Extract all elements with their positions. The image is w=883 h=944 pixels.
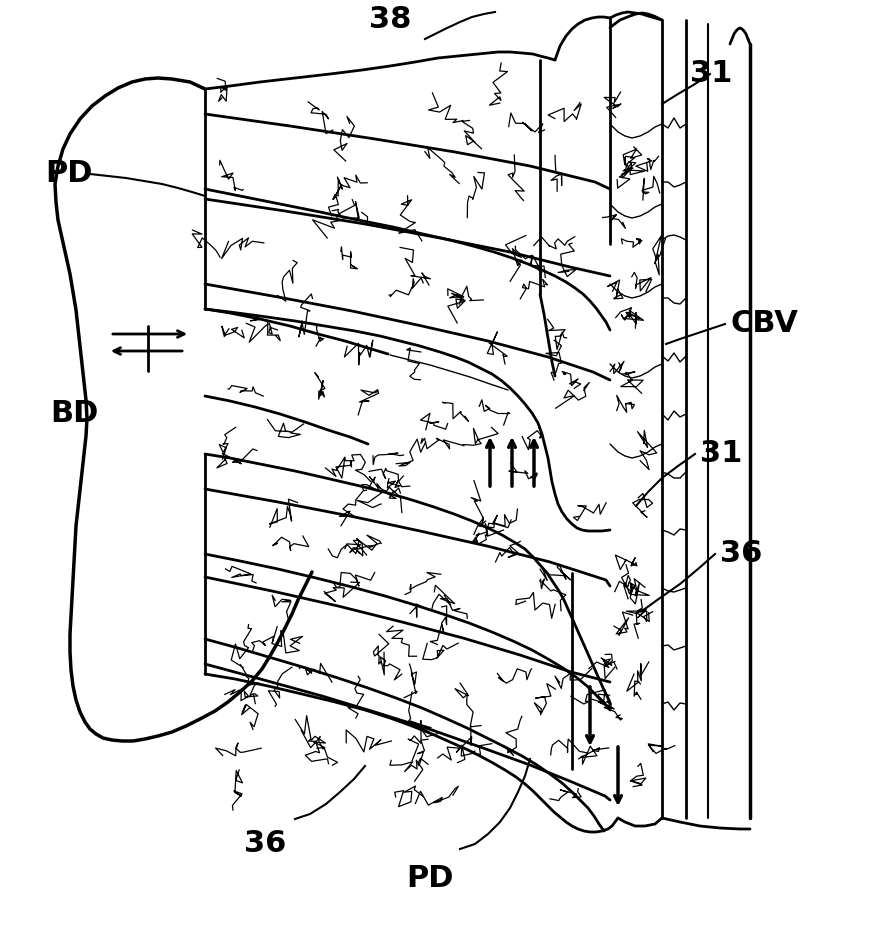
Text: 36: 36 [244, 829, 286, 858]
Text: CBV: CBV [730, 310, 798, 339]
Text: 36: 36 [720, 540, 762, 568]
Text: 31: 31 [700, 440, 743, 468]
Text: PD: PD [406, 864, 454, 893]
Text: PD: PD [45, 160, 93, 189]
Text: 31: 31 [690, 59, 732, 89]
Text: BD: BD [50, 399, 98, 429]
Text: 38: 38 [369, 5, 411, 34]
